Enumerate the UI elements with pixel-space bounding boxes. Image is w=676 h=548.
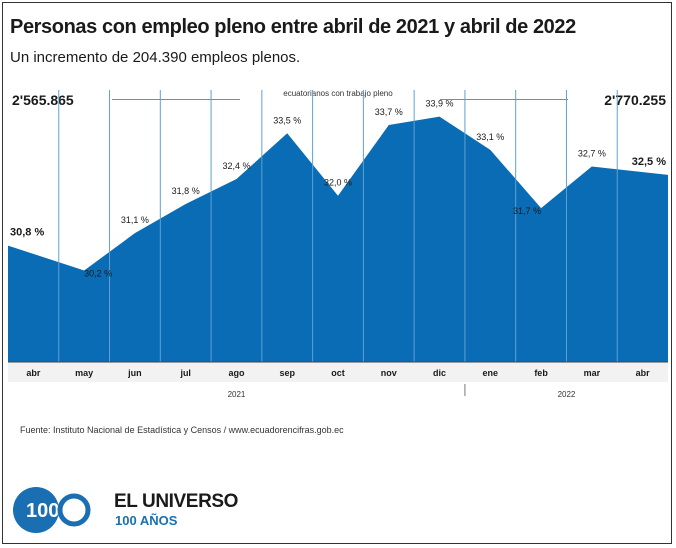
source-note: Fuente: Instituto Nacional de Estadístic… xyxy=(20,425,344,435)
year-label: 2021 xyxy=(228,390,246,399)
data-label: 31,7 % xyxy=(513,206,541,216)
brand-logo: 100 EL UNIVERSO 100 AÑOS xyxy=(12,486,302,536)
brand-name: EL UNIVERSO xyxy=(114,491,239,512)
data-label: 30,8 % xyxy=(10,227,44,239)
x-tick-label: mar xyxy=(584,368,601,378)
year-label: 2022 xyxy=(558,390,576,399)
data-label: 32,4 % xyxy=(222,161,250,171)
x-tick-label: ago xyxy=(228,368,245,378)
caption-rule-left xyxy=(112,99,240,100)
series-caption: ecuatorianos con trabajo pleno xyxy=(283,89,393,98)
data-label: 32,0 % xyxy=(324,178,352,188)
universo-100-logo-icon: 100 xyxy=(13,487,91,533)
brand-tagline: 100 AÑOS xyxy=(115,513,178,528)
x-tick-label: jun xyxy=(127,368,142,378)
x-tick-label: ene xyxy=(483,368,499,378)
x-tick-label: nov xyxy=(381,368,397,378)
data-label: 32,5 % xyxy=(632,156,666,168)
x-tick-label: sep xyxy=(279,368,295,378)
data-label: 33,9 % xyxy=(426,99,454,109)
area-chart: abr may jun jul ago sep oct nov dic ene feb mar abr 2… xyxy=(8,90,668,399)
data-label: 33,7 % xyxy=(375,107,403,117)
category-band xyxy=(8,362,668,382)
x-tick-label: jul xyxy=(179,368,191,378)
x-tick-label: dic xyxy=(433,368,446,378)
data-label: 31,1 % xyxy=(121,215,149,225)
data-label: 32,7 % xyxy=(578,149,606,159)
x-tick-label: may xyxy=(75,368,93,378)
logo-text: 100 xyxy=(26,500,59,522)
chart-title: Personas con empleo pleno entre abril de… xyxy=(10,16,576,38)
x-tick-label: oct xyxy=(331,368,345,378)
data-label: 30,2 % xyxy=(84,269,112,279)
area-series xyxy=(8,116,668,362)
x-tick-label: abr xyxy=(636,368,651,378)
x-tick-label: feb xyxy=(534,368,548,378)
data-label: 31,8 % xyxy=(172,186,200,196)
caption-rule-right xyxy=(440,99,568,100)
end-value-label: 2'770.255 xyxy=(604,92,666,108)
x-tick-label: abr xyxy=(26,368,41,378)
chart-subtitle: Un incremento de 204.390 empleos plenos. xyxy=(10,49,301,66)
data-label: 33,1 % xyxy=(476,132,504,142)
data-label: 33,5 % xyxy=(273,115,301,125)
